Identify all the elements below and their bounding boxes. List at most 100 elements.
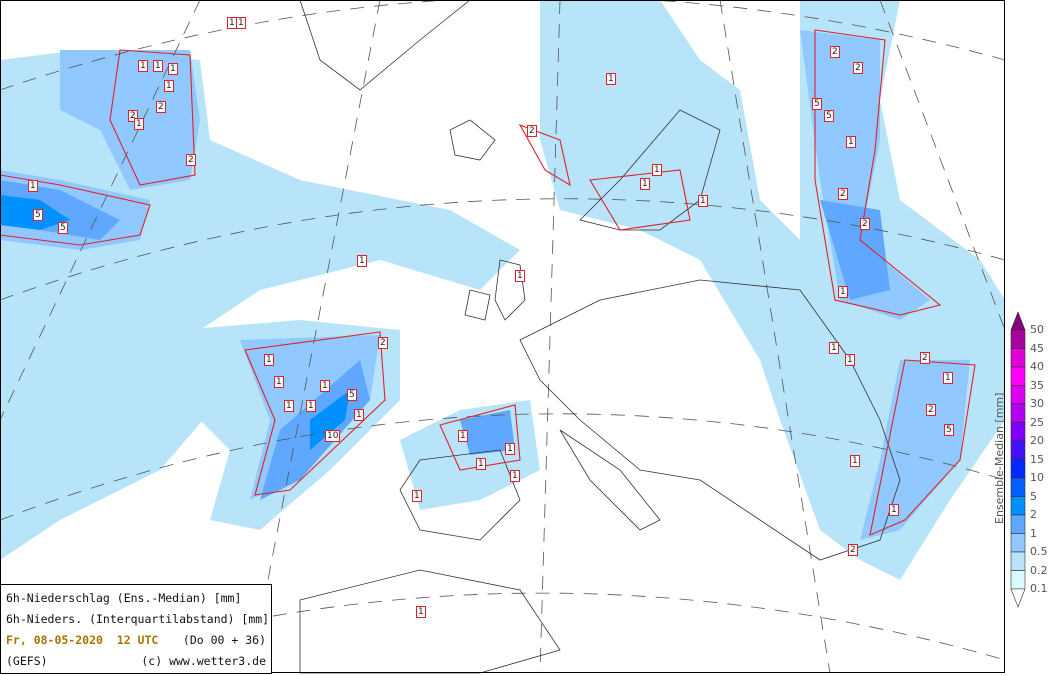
colorbar-tick-label: 10 [1030, 471, 1044, 484]
colorbar-segment [1010, 440, 1026, 460]
contour-label: 1 [412, 490, 422, 502]
contour-label: 2 [848, 544, 858, 556]
contour-label: 1 [164, 80, 174, 92]
colorbar-segment [1010, 477, 1026, 497]
contour-label: 1 [829, 342, 839, 354]
colorbar-tick-label: 0.1 [1030, 582, 1048, 595]
precipitation-areas [0, 0, 1005, 580]
precip-area [310, 390, 350, 450]
contour-label: 1 [264, 354, 274, 366]
contour-label: 1 [943, 372, 953, 384]
contour-label: 2 [186, 154, 196, 166]
parameter-title: 6h-Niederschlag (Ens.-Median) [mm] [6, 591, 242, 605]
contour-label: 5 [347, 389, 357, 401]
contour-label: 1 [28, 180, 38, 192]
valid-date: Fr, 08-05-2020 12 UTC [6, 633, 159, 647]
colorbar-segment [1010, 514, 1026, 534]
contour-label: 10 [325, 430, 341, 442]
colorbar [1010, 312, 1026, 608]
contour-label: 1 [505, 443, 515, 455]
colorbar-segment [1010, 422, 1026, 442]
contour-line [0, 174, 151, 246]
colorbar-tick-label: 15 [1030, 452, 1044, 466]
contour-label: 1 [284, 400, 294, 412]
colorbar-tick-label: 20 [1030, 434, 1044, 447]
colorbar-segment [1010, 588, 1026, 608]
contour-label: 1 [138, 60, 148, 72]
colorbar-tick-label: 35 [1030, 378, 1044, 392]
graticule [0, 0, 1006, 674]
contour-label: 2 [853, 62, 863, 74]
contour-label: 2 [128, 110, 138, 122]
contour-label: 1 [354, 409, 364, 421]
contour-label: 1 [845, 354, 855, 366]
colorbar-tick-label: 40 [1030, 360, 1044, 373]
colorbar-tick-label: 50 [1030, 323, 1044, 336]
colorbar-tick-label: 0.5 [1030, 545, 1048, 558]
contour-label: 1 [236, 17, 246, 29]
colorbar-tick-label: 45 [1030, 341, 1044, 355]
precip-area [860, 360, 970, 540]
contour-label: 5 [944, 424, 954, 436]
contour-label: 1 [306, 400, 316, 412]
contour-label: 1 [698, 195, 708, 207]
contour-label: 1 [652, 164, 662, 176]
contour-label: 5 [33, 209, 43, 221]
contour-label: 1 [320, 380, 330, 392]
contour-label: 1 [850, 455, 860, 467]
contour-line [244, 331, 386, 496]
parameter-subtitle: 6h-Nieders. (Interquartilabstand) [mm] [6, 612, 270, 626]
colorbar-segment [1010, 329, 1026, 349]
contour-label: 1 [510, 470, 520, 482]
contour-label: 2 [156, 101, 166, 113]
contour-label: 2 [838, 188, 848, 200]
precip-area [460, 410, 515, 455]
contour-label: 2 [926, 404, 936, 416]
copyright: (c) www.wetter3.de [141, 654, 266, 668]
contour-label: 1 [168, 63, 178, 75]
colorbar-segment [1010, 385, 1026, 405]
colorbar-tick-label: 5 [1030, 489, 1037, 503]
contour-label: 5 [824, 110, 834, 122]
precip-area [820, 200, 890, 300]
contour-label: 1 [134, 118, 144, 130]
colorbar-title: Ensemble-Median [mm] [993, 392, 1006, 524]
colorbar-segment [1010, 533, 1026, 553]
contour-label: 1 [274, 376, 284, 388]
contour-label: 1 [606, 73, 616, 85]
contour-label: 2 [860, 218, 870, 230]
colorbar-segment [1010, 570, 1026, 590]
contour-label: 1 [476, 458, 486, 470]
contour-label: 1 [153, 60, 163, 72]
contour-label: 1 [515, 270, 525, 282]
contour-label: 2 [527, 125, 537, 137]
contour-label: 1 [458, 430, 468, 442]
model-run: (Do 00 + 36) [182, 633, 266, 647]
colorbar-tick-label: 30 [1030, 397, 1044, 410]
contour-label: 2 [830, 46, 840, 58]
colorbar-segment [1010, 551, 1026, 571]
colorbar-tick-label: 1 [1030, 526, 1037, 540]
contour-line [109, 49, 196, 186]
colorbar-segment [1010, 348, 1026, 368]
contour-line [439, 404, 521, 471]
info-box: 6h-Niederschlag (Ens.-Median) [mm] 6h-Ni… [0, 584, 272, 674]
colorbar-segment [1010, 403, 1026, 423]
contour-line [814, 29, 942, 316]
interquartile-contours [0, 29, 976, 536]
colorbar-segment [1010, 459, 1026, 479]
colorbar-tick-label: 2 [1030, 508, 1037, 521]
contour-line [589, 169, 691, 231]
model-name: (GEFS) [6, 654, 48, 668]
contour-label: 1 [416, 606, 426, 618]
colorbar-tick-label: 0.2 [1030, 563, 1048, 577]
colorbar-segment [1010, 312, 1026, 331]
contour-label: 1 [640, 178, 650, 190]
contour-label: 2 [378, 337, 388, 349]
contour-label: 1 [846, 136, 856, 148]
contour-label: 5 [812, 98, 822, 110]
precip-area [800, 30, 930, 320]
contour-line [518, 123, 571, 187]
colorbar-segment [1010, 366, 1026, 386]
